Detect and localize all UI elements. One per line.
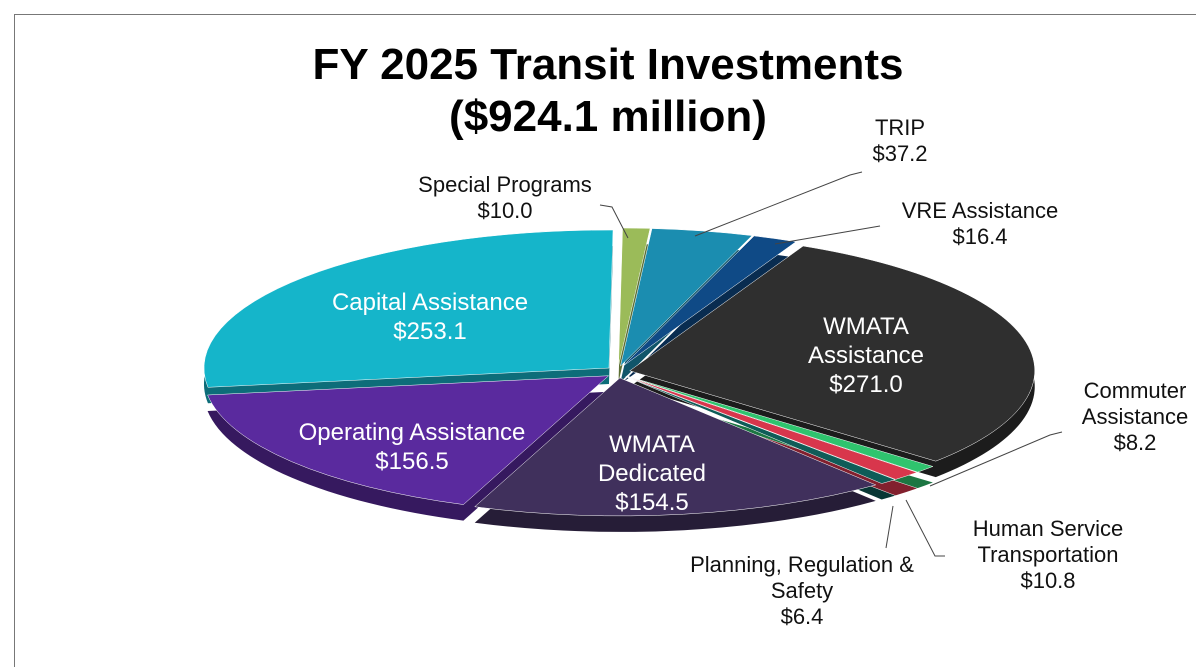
slice-label: VRE Assistance $16.4 bbox=[870, 198, 1090, 250]
leader-line bbox=[694, 171, 863, 237]
slice bbox=[203, 229, 614, 388]
value-label: $154.5 bbox=[615, 489, 689, 516]
slice bbox=[626, 376, 918, 480]
slice bbox=[474, 377, 877, 517]
chart-title: FY 2025 Transit Investments bbox=[312, 40, 904, 89]
leader-line bbox=[885, 505, 894, 549]
slice bbox=[622, 235, 797, 367]
value-label: $253.1 bbox=[393, 318, 467, 345]
leader-lines bbox=[599, 171, 1063, 557]
category-label: Special Programs bbox=[418, 172, 592, 197]
slice bbox=[625, 376, 896, 484]
category-label: Operating Assistance bbox=[298, 419, 526, 446]
chart-subtitle: ($924.1 million) bbox=[449, 92, 767, 141]
category-label: WMATA Assistance bbox=[807, 313, 925, 369]
category-label: Human Service Transportation bbox=[972, 516, 1124, 567]
slice-label: TRIP $37.2 bbox=[840, 115, 960, 167]
category-label: Planning, Regulation & Safety bbox=[690, 552, 914, 603]
slice-label: Capital Assistance $253.1 bbox=[280, 288, 580, 346]
category-label: Commuter Assistance bbox=[1081, 378, 1189, 429]
value-label: $156.5 bbox=[375, 448, 449, 475]
value-label: $8.2 bbox=[1113, 430, 1157, 455]
value-label: $37.2 bbox=[872, 141, 928, 166]
slice-label: WMATA Dedicated $154.5 bbox=[587, 430, 717, 517]
leader-line bbox=[905, 499, 945, 557]
slice-label: Human Service Transportation $10.8 bbox=[948, 516, 1148, 594]
slice-label: Planning, Regulation & Safety $6.4 bbox=[677, 552, 927, 630]
value-label: $10.8 bbox=[1020, 568, 1076, 593]
slice bbox=[619, 228, 753, 367]
slice bbox=[207, 375, 610, 505]
leader-line bbox=[599, 204, 629, 239]
slice-label: WMATA Assistance $271.0 bbox=[791, 312, 941, 399]
slice-label: Operating Assistance $156.5 bbox=[262, 418, 562, 476]
leader-line bbox=[929, 431, 1063, 487]
pie bbox=[203, 227, 1035, 532]
value-label: $6.4 bbox=[780, 604, 824, 629]
category-label: VRE Assistance bbox=[901, 198, 1059, 223]
value-label: $16.4 bbox=[952, 224, 1008, 249]
category-label: WMATA Dedicated bbox=[597, 431, 707, 487]
slice bbox=[629, 245, 1035, 462]
slice bbox=[626, 375, 934, 473]
category-label: Capital Assistance bbox=[331, 289, 529, 316]
value-label: $271.0 bbox=[829, 371, 903, 398]
value-label: $10.0 bbox=[477, 198, 533, 223]
category-label: TRIP bbox=[874, 115, 926, 140]
leader-line bbox=[774, 225, 881, 245]
slice-label: Special Programs $10.0 bbox=[385, 172, 625, 224]
slice-label: Commuter Assistance $8.2 bbox=[1070, 378, 1196, 456]
